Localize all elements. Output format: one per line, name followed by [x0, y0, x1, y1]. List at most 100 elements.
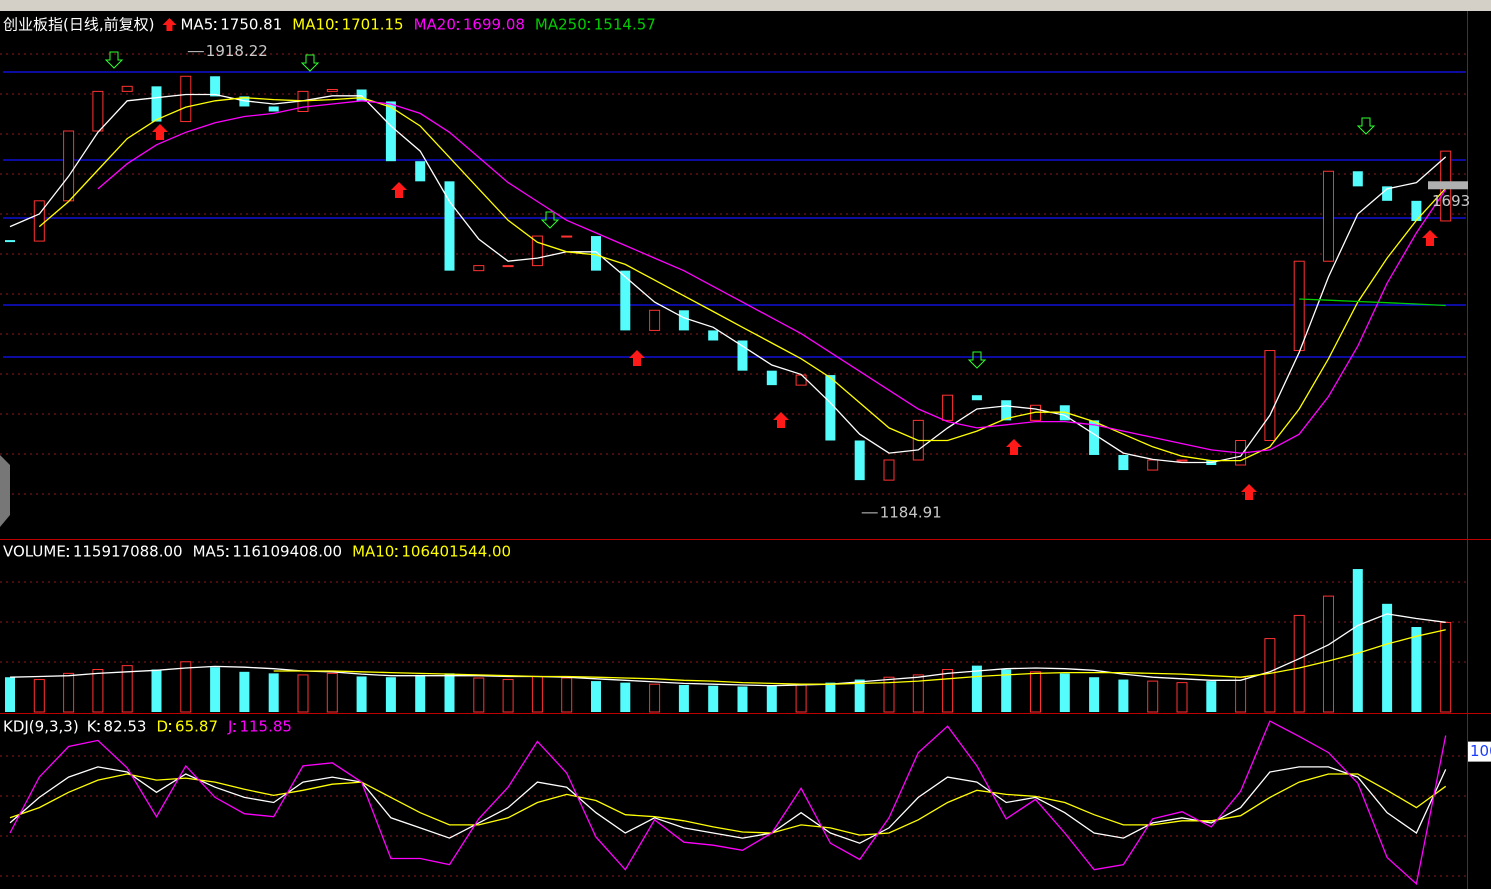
legend-text: MA20 [414, 16, 456, 34]
colon [233, 730, 236, 732]
volume-bar [708, 685, 719, 712]
line-ma5 [9, 613, 1446, 687]
volume-bar [268, 673, 279, 712]
volume-bar [326, 672, 338, 713]
candle [766, 370, 777, 386]
legend-text: J [227, 718, 232, 736]
drawn-lines [3, 71, 1466, 358]
colon [214, 21, 217, 23]
colon [214, 28, 217, 30]
colon [169, 730, 172, 732]
candle [737, 340, 748, 371]
line-ma20 [97, 100, 1447, 454]
candle [854, 440, 865, 481]
candle [63, 130, 75, 202]
volume-bar [210, 667, 221, 712]
candle [210, 76, 221, 97]
colon [233, 723, 236, 725]
candle [1293, 260, 1305, 352]
volume-bar [1323, 595, 1334, 713]
colon [226, 548, 229, 550]
line-ma10 [273, 629, 1446, 685]
candle [5, 240, 15, 243]
candle [1089, 420, 1100, 455]
y-tick-label: 100 [1470, 742, 1491, 760]
colon [169, 723, 172, 725]
volume-bar [971, 665, 982, 712]
candle [825, 375, 836, 441]
colon [66, 548, 69, 550]
volume-bar [854, 679, 865, 712]
volume-bar [33, 679, 45, 713]
line-ma250 [1299, 298, 1446, 307]
volume-bar [883, 676, 895, 713]
legend-text: 1750.81 [220, 16, 282, 34]
candle [942, 394, 954, 421]
colon [456, 21, 459, 23]
legend-text: MA10 [352, 543, 394, 561]
volume-bar [92, 669, 104, 713]
candle [151, 86, 162, 122]
candle [883, 459, 895, 481]
volume-bar [942, 669, 954, 713]
candle [1264, 350, 1276, 441]
candle [326, 88, 338, 92]
legend-text: KDJ(9,3,3) [3, 718, 79, 736]
line-ma5 [9, 93, 1447, 464]
legend-text: D [156, 718, 168, 736]
candle [268, 106, 279, 112]
candle [1323, 170, 1334, 262]
legend-text: 65.87 [175, 718, 218, 736]
volume-bar [239, 671, 250, 712]
volume-bar [1147, 680, 1159, 713]
colon [335, 28, 338, 30]
candle [1176, 459, 1188, 462]
volume-bar [1059, 673, 1070, 712]
volume-bar [678, 684, 689, 712]
legend-text: 1699.08 [463, 16, 525, 34]
legend-text: 1701.15 [342, 16, 404, 34]
line-j [9, 720, 1447, 886]
menu-strip [0, 0, 1491, 11]
candle [971, 395, 982, 401]
volume-bar [1264, 638, 1276, 713]
legend-text: MA10 [292, 16, 334, 34]
candle [92, 90, 104, 132]
volume-bar [1293, 614, 1305, 713]
side-tab[interactable] [0, 455, 10, 527]
colon [395, 555, 398, 557]
volume-bar [1440, 621, 1452, 713]
volume-bar [473, 677, 485, 713]
colon [587, 21, 590, 23]
candle [1382, 186, 1393, 201]
legend-text: VOLUME [3, 543, 66, 561]
volume-bar [1206, 681, 1217, 712]
colon [587, 28, 590, 30]
y-tick-box [1468, 741, 1491, 762]
candle [620, 270, 631, 331]
volume-bar [1382, 603, 1393, 712]
legend-text: 106401544.00 [401, 543, 511, 561]
volume-bar [912, 674, 924, 713]
candle [415, 161, 426, 182]
volume-bar [649, 683, 661, 713]
colon [97, 723, 100, 725]
legend-text: 116109408.00 [232, 543, 342, 561]
candle [1411, 200, 1422, 221]
volume-bar [531, 675, 543, 713]
candle [502, 265, 514, 268]
volume-bar [121, 665, 133, 713]
volume-bar [180, 661, 192, 713]
legend-text: K [87, 718, 98, 736]
legend-text: MA250 [535, 16, 587, 34]
volume-bar [444, 673, 455, 712]
volume-bar [766, 685, 777, 712]
candle [678, 310, 689, 331]
colon [66, 555, 69, 557]
colon [335, 21, 338, 23]
colon [395, 548, 398, 550]
line-ma10 [38, 97, 1447, 462]
candle [795, 374, 807, 386]
